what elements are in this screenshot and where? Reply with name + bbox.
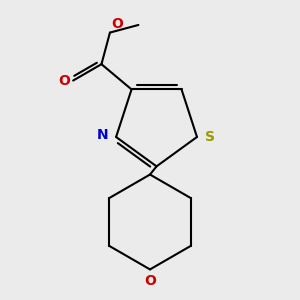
- Text: O: O: [144, 274, 156, 288]
- Text: O: O: [112, 17, 123, 31]
- Text: N: N: [96, 128, 108, 142]
- Text: S: S: [205, 130, 215, 144]
- Text: O: O: [58, 74, 70, 88]
